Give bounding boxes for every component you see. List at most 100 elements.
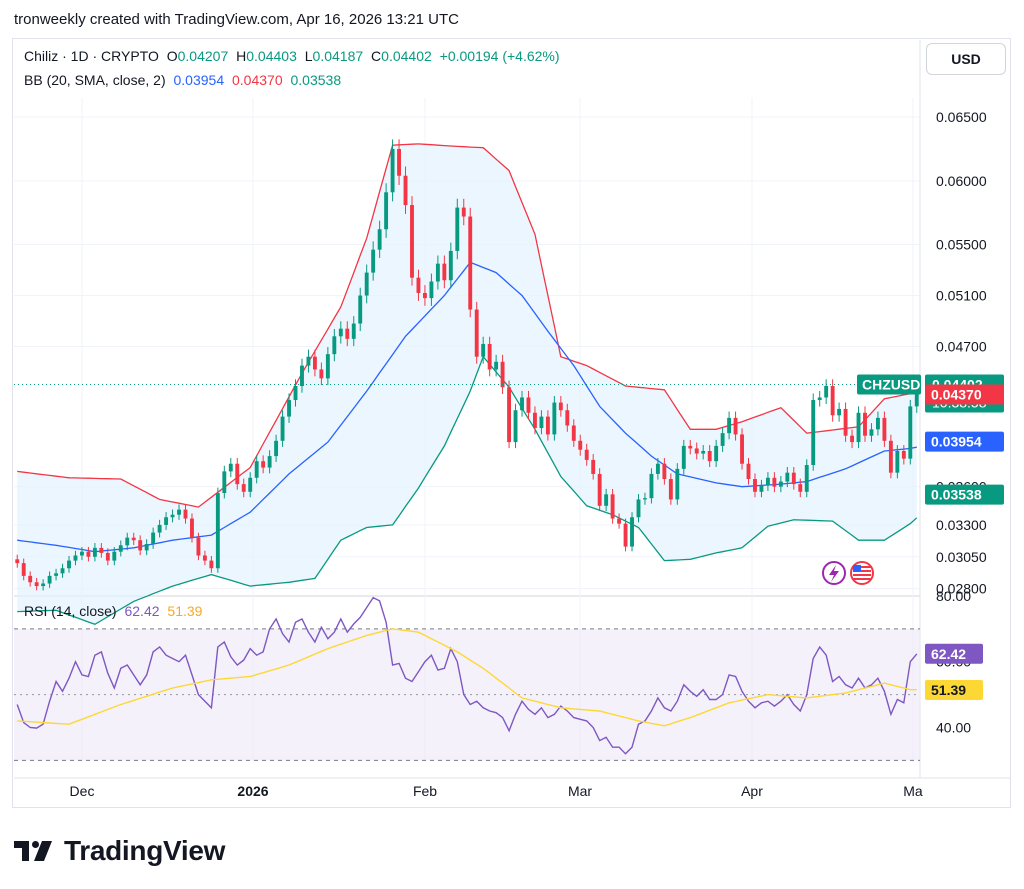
candle-body [41,583,46,587]
bb-basis-value: 0.03954 [173,72,225,88]
candle-body [675,468,680,500]
bb-lower-value: 0.03538 [290,72,342,88]
candle-body [241,484,246,492]
time-tick-label: Apr [741,783,763,799]
candle-body [131,537,136,541]
candle-body [655,463,660,474]
candle-body [875,417,880,430]
candle-body [753,479,757,492]
candle-body [461,207,466,217]
candle-body [351,323,356,339]
candle-body [215,493,220,569]
candle-body [312,356,317,370]
tradingview-logo[interactable]: TradingView [14,834,225,868]
time-tick-label: Mar [568,783,592,799]
candle-body [267,456,272,468]
price-tick-label: 0.05500 [936,237,987,253]
brand-name: TradingView [64,835,226,866]
rsi-ma-line [17,628,917,727]
candle-body [714,445,719,462]
currency-button[interactable]: USD [926,43,1006,75]
candle-body [67,560,71,569]
candle-body [778,481,783,487]
candle-body [837,408,842,416]
candle-body [785,472,790,482]
candle-body [520,397,524,411]
us-flag-icon [850,561,874,585]
candle-body [558,402,563,411]
lightning-icon [822,561,846,585]
rsi-value: 62.42 [124,603,160,619]
candle-body [86,551,91,557]
us-flag-stripe [853,578,871,580]
bb-label[interactable]: BB (20, SMA, close, 2) [24,72,166,88]
candle-body [817,397,822,401]
candle-body [740,434,744,464]
rsi-ma-value: 51.39 [167,603,203,619]
price-tick-label: 0.02800 [936,581,987,597]
rsi-ma-tag: 51.39 [925,680,983,701]
candle-body [720,433,725,446]
candle-body [545,416,550,435]
rsi-line [16,596,918,755]
price-labels: CHZUSD0.0440210:38:580.043700.039540.035… [822,374,1004,701]
ticker-tag-bg [857,374,921,395]
lightning-icon-bolt [829,565,839,582]
candle-body [604,494,609,506]
us-flag-stripe [853,570,871,572]
candle-body [727,417,732,434]
candle-body [345,328,350,339]
candle-body [746,463,751,480]
candle-body [21,563,26,576]
candle-body [455,207,460,251]
bb-upper-value: 0.04370 [232,72,283,88]
price-tick-label: 0.03300 [936,517,987,533]
time-tick-label: Dec [70,783,95,799]
close-value: 0.04402 [381,48,432,64]
candle-body [759,485,764,492]
rsi-value-tag-text: 62.42 [931,646,966,662]
candles [14,139,920,591]
time-tick-label: 2026 [237,783,268,799]
candle-body [707,450,712,462]
candle-body [364,272,369,296]
candle-body [34,582,39,587]
symbol-legend[interactable]: Chiliz · 1D · CRYPTO O0.04207 H0.04403 L… [24,48,564,64]
candle-body [623,523,628,547]
bb-legend[interactable]: BB (20, SMA, close, 2) 0.03954 0.04370 0… [24,72,345,88]
bb-upper-tag-text: 0.04370 [931,387,982,403]
candle-body [209,560,214,569]
candle-body [850,435,854,443]
candle-body [92,547,97,557]
candle-body [442,263,447,281]
candle-body [170,514,175,518]
candle-body [397,148,401,176]
candle-body [863,412,867,436]
rsi-label[interactable]: RSI (14, close) [24,603,117,619]
candle-body [824,386,829,398]
candle-body [448,250,453,281]
candle-body [138,540,143,551]
open-value: 0.04207 [177,48,229,64]
candle-body [105,552,110,561]
candle-body [429,281,434,299]
rsi-legend[interactable]: RSI (14, close) 62.42 51.39 [24,603,202,619]
candle-body [410,205,414,278]
rsi-tick-label: 80.00 [936,588,971,604]
candle-body [254,461,259,478]
candle-body [513,410,518,443]
rsi-value-tag-bg [925,643,983,664]
candle-body [500,361,505,388]
candle-body [151,532,156,545]
bb-upper-line [17,143,917,508]
candle-body [662,463,667,480]
us-flag-stripe [853,566,871,568]
candle-body [681,445,686,469]
candle-body [177,509,181,515]
candle-body [60,568,65,574]
candle-body [584,449,589,460]
candle-body [843,408,848,436]
symbol-title[interactable]: Chiliz · 1D · CRYPTO [24,48,159,64]
candle-body [798,484,803,492]
